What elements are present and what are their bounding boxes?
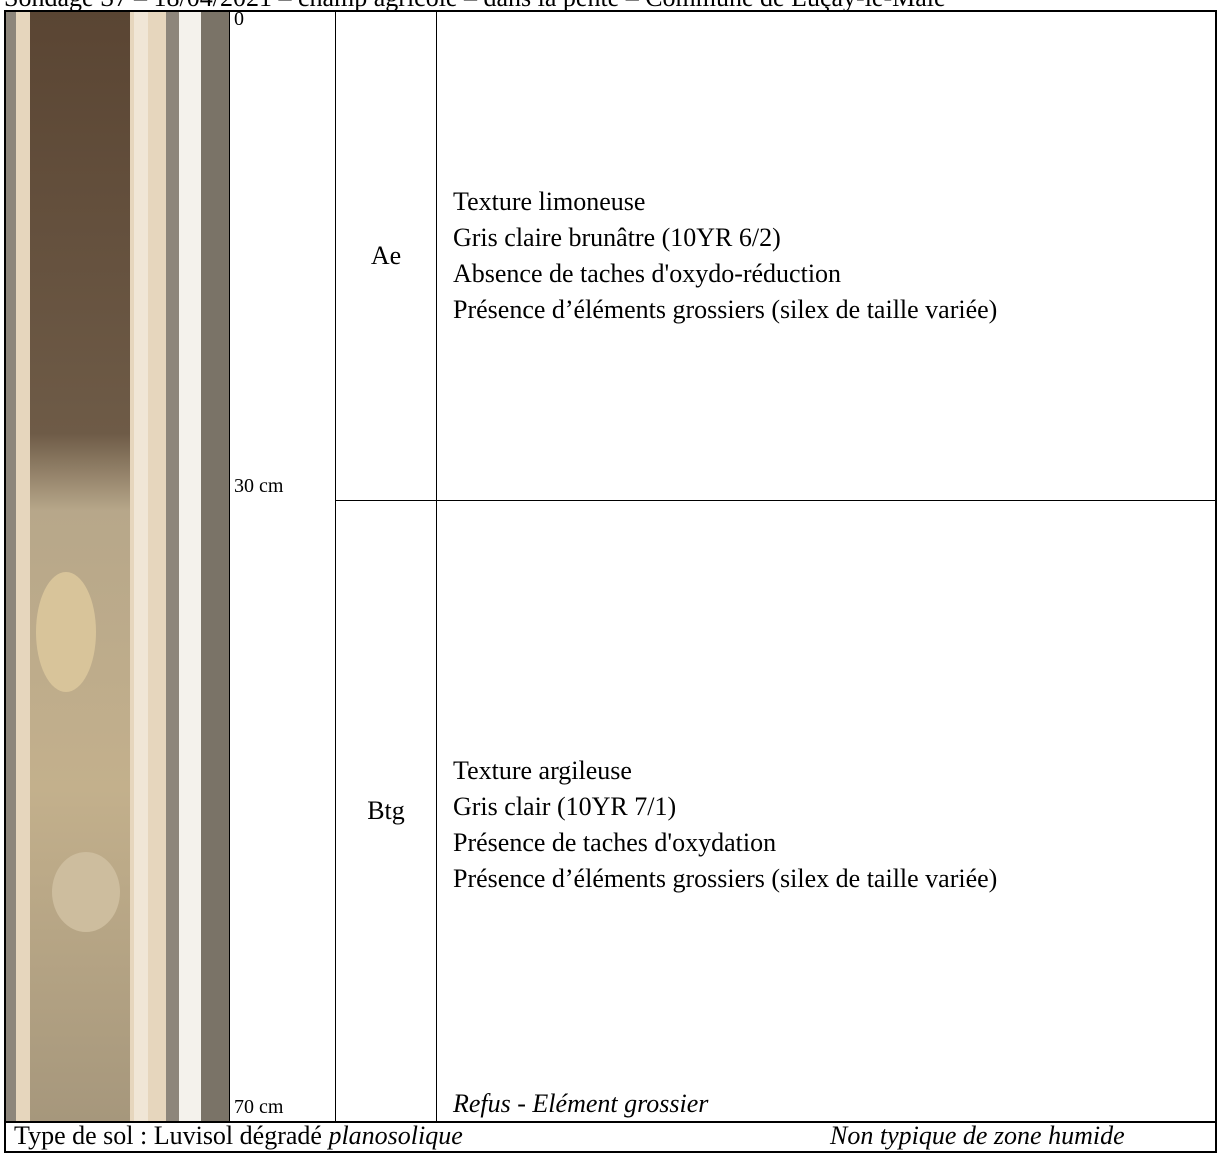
border (4, 10, 6, 1153)
description-line: Texture limoneuse (453, 187, 646, 216)
soil-type-qualifier: planosolique (328, 1121, 463, 1150)
soil-type-label: Type de sol : Luvisol dégradé (14, 1121, 329, 1150)
horizon-name: Btg (367, 796, 405, 825)
hydromorphy: Non typique de zone humide (830, 1121, 1125, 1150)
soil-type: Type de sol : Luvisol dégradé planosoliq… (14, 1118, 463, 1154)
refusal-note: Refus - Elément grossier (453, 1089, 709, 1118)
border (436, 10, 437, 1122)
description-line: Gris clair (10YR 7/1) (453, 792, 677, 821)
border (335, 10, 336, 1122)
horizon-description: Texture limoneuse Gris claire brunâtre (1… (437, 12, 1215, 500)
description-line: Présence d’éléments grossiers (silex de … (453, 295, 998, 324)
border (335, 500, 1216, 501)
border (229, 10, 230, 1122)
depth-label: 0 (234, 8, 244, 30)
border (1215, 10, 1217, 1153)
depth-label: 30 cm (234, 475, 284, 497)
description-line: Texture argileuse (453, 756, 632, 785)
description-line: Présence de taches d'oxydation (453, 828, 777, 857)
depth-label: 70 cm (234, 1096, 284, 1118)
title: Sondage S7 – 18/04/2021 – champ agricole… (4, 0, 946, 16)
core-photo (6, 12, 229, 1121)
border (4, 10, 1217, 12)
border (4, 1121, 1217, 1123)
border (4, 1151, 1217, 1153)
horizon-description: Texture argileuse Gris clair (10YR 7/1) Pr… (437, 501, 1215, 1121)
description-line: Absence de taches d'oxydo-réduction (453, 259, 842, 288)
horizon-name: Ae (370, 241, 402, 270)
description-line: Gris claire brunâtre (10YR 6/2) (453, 223, 781, 252)
description-line: Présence d’éléments grossiers (silex de … (453, 864, 998, 893)
